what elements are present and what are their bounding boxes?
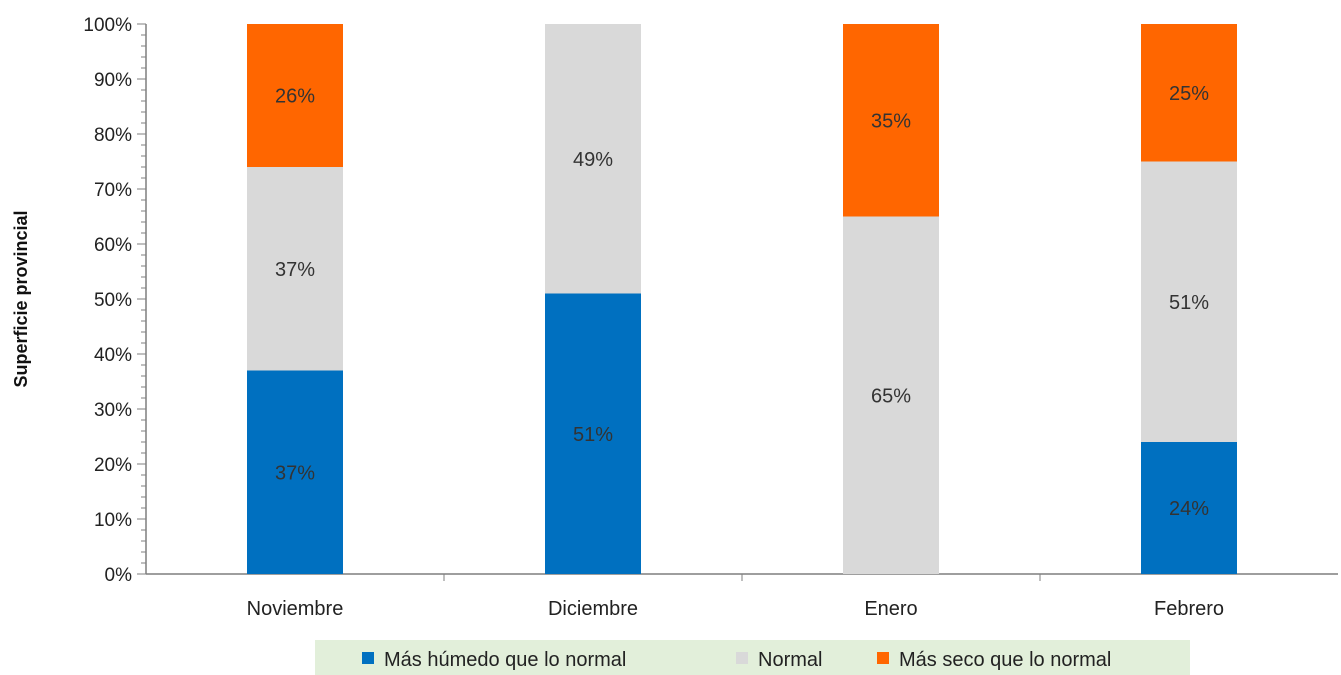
legend: Más húmedo que lo normal Normal Más seco q…: [315, 640, 1190, 675]
x-axis: [146, 573, 1338, 581]
bar-segment: [1141, 24, 1237, 162]
data-label: 49%: [573, 149, 613, 171]
y-tick-label: 40%: [94, 345, 132, 366]
x-category-label: Noviembre: [247, 598, 344, 620]
legend-label: Normal: [758, 649, 822, 671]
legend-label: Más seco que lo normal: [899, 649, 1111, 671]
data-label: 26%: [275, 86, 315, 108]
bars: [247, 24, 1237, 574]
category-labels: Noviembre Diciembre Enero Febrero: [247, 598, 1224, 620]
y-tick-label: 50%: [94, 290, 132, 311]
bar-segment: [247, 24, 343, 167]
legend-label: Más húmedo que lo normal: [384, 649, 626, 671]
bar-segment: [545, 293, 641, 574]
y-tick-label: 20%: [94, 455, 132, 476]
y-axis: 0% 10% 20% 30% 40% 50% 60% 70% 80% 90% 100%: [83, 15, 147, 586]
y-tick-label: 90%: [94, 70, 132, 91]
data-label: 24%: [1169, 498, 1209, 520]
y-tick-label: 60%: [94, 235, 132, 256]
bar-segment: [545, 24, 641, 294]
legend-swatch: [362, 652, 374, 664]
data-label: 25%: [1169, 83, 1209, 105]
data-label: 51%: [573, 424, 613, 446]
y-tick-label: 10%: [94, 510, 132, 531]
y-tick-label: 30%: [94, 400, 132, 421]
legend-background: [315, 640, 1190, 675]
x-category-label: Diciembre: [548, 598, 638, 620]
bar-segment: [1141, 442, 1237, 574]
bar-segment: [247, 167, 343, 371]
data-label: 35%: [871, 110, 911, 132]
legend-swatch: [736, 652, 748, 664]
bar-segment: [843, 24, 939, 217]
y-tick-label: 0%: [105, 565, 133, 586]
bar-segment: [843, 216, 939, 574]
y-tick-label: 70%: [94, 180, 132, 201]
y-tick-label: 80%: [94, 125, 132, 146]
y-axis-title: Superficie provincial: [11, 210, 31, 387]
y-tick-label: 100%: [83, 15, 132, 36]
bar-segment: [1141, 161, 1237, 442]
bar-segment: [247, 370, 343, 574]
data-label: 37%: [275, 259, 315, 281]
legend-swatch: [877, 652, 889, 664]
x-category-label: Enero: [864, 598, 917, 620]
x-category-label: Febrero: [1154, 598, 1224, 620]
data-labels: 37% 37% 26% 51% 49% 65% 35% 24% 51% 25%: [275, 83, 1209, 520]
data-label: 37%: [275, 462, 315, 484]
data-label: 51%: [1169, 292, 1209, 314]
data-label: 65%: [871, 385, 911, 407]
